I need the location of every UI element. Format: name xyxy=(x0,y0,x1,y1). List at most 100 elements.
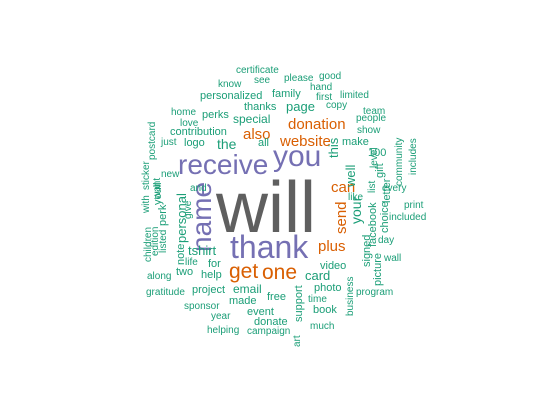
word-along: along xyxy=(147,271,171,282)
word-personalized: personalized xyxy=(200,90,262,102)
word-sticker: sticker xyxy=(141,160,152,190)
word-show: show xyxy=(357,125,381,136)
word-youll: youll xyxy=(152,182,164,205)
word-with: with xyxy=(141,195,152,214)
word-free: free xyxy=(267,291,286,303)
word-help: help xyxy=(201,269,222,281)
word-page: page xyxy=(286,99,315,114)
word-new: new xyxy=(161,169,180,180)
word-level: level xyxy=(369,147,380,168)
word-postcard: postcard xyxy=(147,122,158,160)
word-you: you xyxy=(273,140,321,173)
word-card: card xyxy=(305,268,330,283)
word-support: support xyxy=(293,285,305,322)
word-listed: listed xyxy=(158,230,169,253)
word-logo: logo xyxy=(184,137,205,149)
word-business: business xyxy=(345,277,356,316)
word-contribution: contribution xyxy=(170,126,227,138)
word-get: get xyxy=(229,260,258,283)
word-give: give xyxy=(183,200,194,219)
word-family: family xyxy=(272,88,301,100)
word-facebook: facebook xyxy=(367,202,379,247)
word-list: list xyxy=(367,181,378,193)
word-wall: wall xyxy=(383,253,401,264)
word-perks: perks xyxy=(202,109,229,121)
word-the: the xyxy=(217,136,237,152)
word-send: send xyxy=(333,201,350,234)
word-project: project xyxy=(192,284,225,296)
word-well: well xyxy=(343,164,358,188)
word-included: included xyxy=(389,212,426,223)
word-two: two xyxy=(176,266,193,278)
word-home: home xyxy=(171,107,196,118)
word-picture: picture xyxy=(372,253,384,286)
word-choice: choice xyxy=(379,201,391,233)
word-community: community xyxy=(394,138,405,186)
word-day: day xyxy=(378,235,394,246)
word-for: for xyxy=(208,258,221,270)
word-plus: plus xyxy=(318,238,346,255)
word-edition: edition xyxy=(150,227,161,256)
word-time: time xyxy=(308,294,327,305)
word-first: first xyxy=(316,92,332,103)
word-and: and xyxy=(190,183,207,194)
word-hand: hand xyxy=(310,82,332,93)
word-limited: limited xyxy=(340,90,369,101)
word-campaign: campaign xyxy=(247,326,290,337)
word-email: email xyxy=(233,282,262,296)
word-print: print xyxy=(404,200,424,211)
word-all: all xyxy=(258,137,269,149)
word-like: like xyxy=(348,192,363,203)
word-receive: receive xyxy=(178,149,268,180)
word-video: video xyxy=(320,260,346,272)
word-donation: donation xyxy=(288,116,346,133)
word-see: see xyxy=(254,75,271,86)
word-letter: letter xyxy=(381,178,393,203)
word-people: people xyxy=(356,113,386,124)
word-can: can xyxy=(331,179,355,196)
word-children: children xyxy=(143,227,154,262)
word-art: art xyxy=(292,335,303,347)
word-personal: personal xyxy=(174,193,189,243)
word-photo: photo xyxy=(314,282,342,294)
word-will: will xyxy=(215,168,316,248)
word-make: make xyxy=(342,136,369,148)
word-helping: helping xyxy=(207,325,239,336)
word-sponsor: sponsor xyxy=(184,301,220,312)
word-100: 100 xyxy=(368,147,386,159)
word-tshirt: tshirt xyxy=(188,243,217,258)
word-book: book xyxy=(313,304,337,316)
word-your: your xyxy=(348,196,364,224)
word-life: life xyxy=(185,257,198,268)
word-year: year xyxy=(211,311,231,322)
word-every: every xyxy=(382,183,406,194)
word-website: website xyxy=(279,133,331,150)
word-thank: thank xyxy=(230,229,309,265)
word-please: please xyxy=(284,73,314,84)
word-note: note xyxy=(175,244,187,265)
word-name: name xyxy=(186,182,217,252)
word-one: one xyxy=(262,261,297,284)
word-includes: includes xyxy=(408,138,419,175)
word-gift: gift xyxy=(374,163,386,178)
word-want: want xyxy=(152,178,163,200)
word-this: this xyxy=(326,137,341,158)
word-signed: signed xyxy=(361,235,373,267)
word-love: love xyxy=(180,118,199,129)
word-just: just xyxy=(160,137,177,148)
word-certificate: certificate xyxy=(236,65,279,76)
word-also: also xyxy=(243,126,271,143)
word-program: program xyxy=(356,287,393,298)
word-much: much xyxy=(310,321,334,332)
word-copy: copy xyxy=(326,100,347,111)
word-thanks: thanks xyxy=(244,101,277,113)
word-donate: donate xyxy=(254,316,288,328)
word-good: good xyxy=(319,71,341,82)
word-team: team xyxy=(363,106,385,117)
word-made: made xyxy=(229,295,257,307)
word-perk: perk xyxy=(157,204,169,226)
word-know: know xyxy=(218,79,242,90)
word-special: special xyxy=(233,112,270,126)
word-event: event xyxy=(247,306,274,318)
